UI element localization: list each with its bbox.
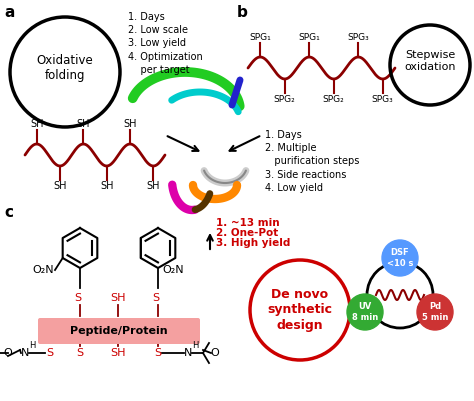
- Text: Peptide/Protein: Peptide/Protein: [70, 326, 168, 336]
- Text: H: H: [192, 340, 198, 350]
- Circle shape: [382, 240, 418, 276]
- Text: SH: SH: [30, 119, 44, 129]
- Text: 1. ~13 min: 1. ~13 min: [216, 218, 280, 228]
- Text: 2. One-Pot: 2. One-Pot: [216, 228, 278, 238]
- Text: S: S: [155, 348, 162, 358]
- Text: SPG₂: SPG₂: [323, 95, 345, 103]
- Text: c: c: [4, 205, 13, 220]
- Text: SPG₂: SPG₂: [274, 95, 296, 103]
- Text: O: O: [4, 348, 12, 358]
- Text: SH: SH: [110, 348, 126, 358]
- Text: De novo
synthetic
design: De novo synthetic design: [267, 288, 332, 332]
- Text: SPG₁: SPG₁: [298, 32, 320, 41]
- Text: SPG₃: SPG₃: [372, 95, 393, 103]
- Text: Oxidative
folding: Oxidative folding: [36, 54, 93, 82]
- Text: H: H: [29, 340, 35, 350]
- Text: Pd
5 min: Pd 5 min: [422, 302, 448, 322]
- Circle shape: [417, 294, 453, 330]
- Text: 1. Days
2. Multiple
   purification steps
3. Side reactions
4. Low yield: 1. Days 2. Multiple purification steps 3…: [265, 130, 359, 193]
- Text: b: b: [237, 5, 248, 20]
- Text: O₂N: O₂N: [162, 265, 183, 275]
- Text: S: S: [46, 348, 54, 358]
- Text: DSF
<10 s: DSF <10 s: [387, 248, 413, 268]
- Text: SH: SH: [123, 119, 137, 129]
- Text: N: N: [184, 348, 192, 358]
- FancyBboxPatch shape: [38, 318, 200, 344]
- Text: SH: SH: [110, 293, 126, 303]
- Text: 1. Days
2. Low scale
3. Low yield
4. Optimization
    per target: 1. Days 2. Low scale 3. Low yield 4. Opt…: [128, 12, 203, 75]
- Text: SPG₃: SPG₃: [347, 32, 369, 41]
- Text: SH: SH: [53, 181, 67, 191]
- Text: 3. High yield: 3. High yield: [216, 238, 291, 248]
- Text: Stepwise
oxidation: Stepwise oxidation: [404, 50, 456, 72]
- Text: S: S: [153, 293, 160, 303]
- Text: SPG₁: SPG₁: [249, 32, 271, 41]
- Text: N: N: [21, 348, 29, 358]
- Text: SH: SH: [146, 181, 160, 191]
- Text: O₂N: O₂N: [32, 265, 54, 275]
- Text: SH: SH: [100, 181, 113, 191]
- Text: UV
8 min: UV 8 min: [352, 302, 378, 322]
- Text: S: S: [74, 293, 82, 303]
- Text: SH: SH: [77, 119, 90, 129]
- Circle shape: [347, 294, 383, 330]
- Text: O: O: [210, 348, 219, 358]
- Text: S: S: [76, 348, 83, 358]
- Text: a: a: [4, 5, 14, 20]
